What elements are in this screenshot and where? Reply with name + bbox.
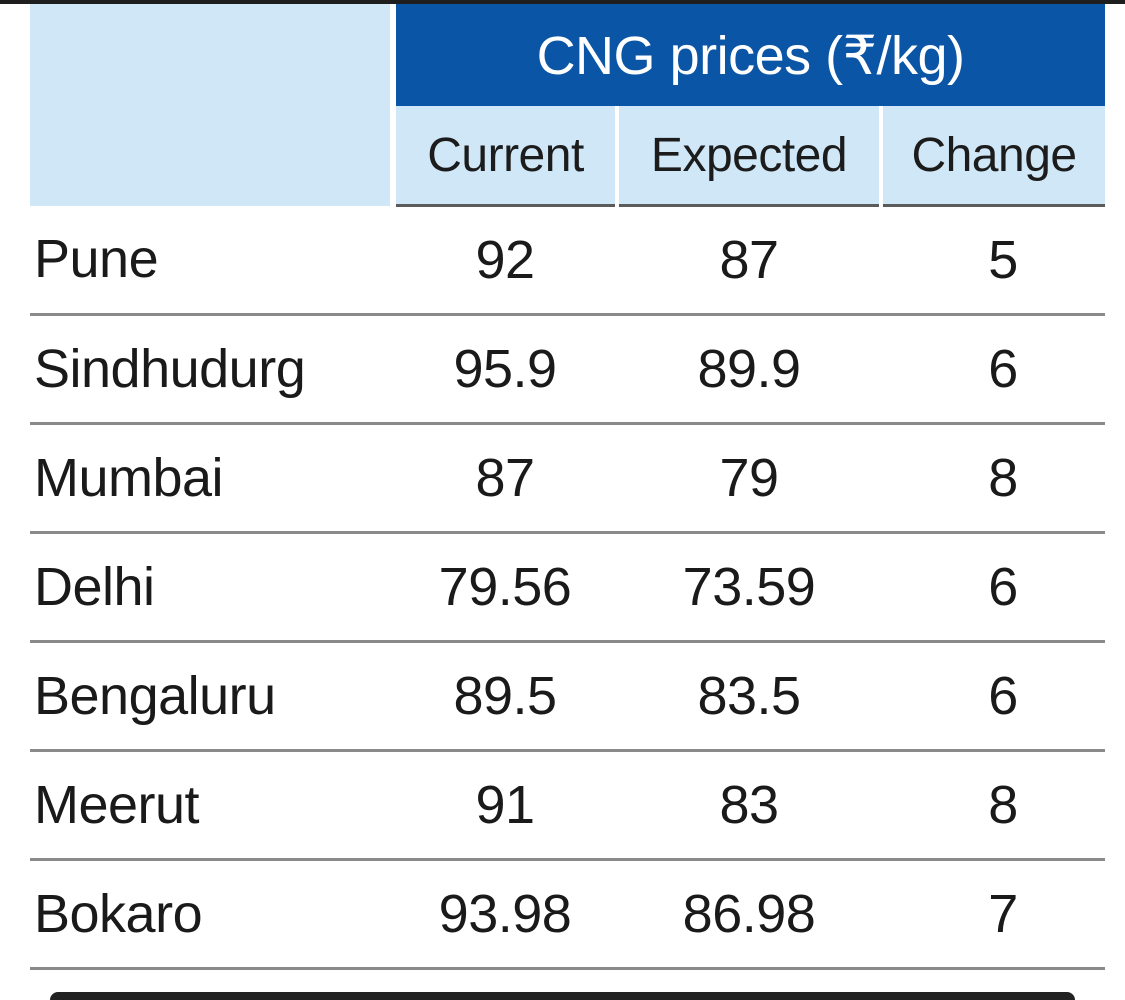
price-change: 6	[881, 641, 1106, 752]
column-header-change: Change	[881, 106, 1106, 207]
price-change: 8	[881, 750, 1106, 861]
table-corner-cell	[30, 4, 396, 206]
current-price: 93.98	[393, 859, 617, 970]
expected-price: 87	[617, 205, 881, 316]
city-name: Delhi	[30, 532, 393, 643]
current-price: 92	[393, 205, 617, 316]
current-price: 87	[393, 423, 617, 534]
current-price: 91	[393, 750, 617, 861]
price-change: 5	[881, 205, 1106, 316]
expected-price: 83	[617, 750, 881, 861]
price-change: 8	[881, 423, 1106, 534]
table-title: CNG prices (₹/kg)	[393, 4, 1106, 106]
price-change: 6	[881, 314, 1106, 425]
bottom-edge-bar	[50, 992, 1075, 1000]
table-row: Pune 92 87 5	[30, 205, 1106, 316]
column-header-expected: Expected	[615, 106, 883, 207]
city-name: Mumbai	[30, 423, 393, 534]
expected-price: 86.98	[617, 859, 881, 970]
expected-price: 73.59	[617, 532, 881, 643]
current-price: 89.5	[393, 641, 617, 752]
expected-price: 83.5	[617, 641, 881, 752]
current-price: 79.56	[393, 532, 617, 643]
table-body: Pune 92 87 5 Sindhudurg 95.9 89.9 6 Mumbai 87 79 8 D…	[30, 205, 1106, 970]
column-header-current: Current	[393, 106, 617, 207]
table-row: Meerut 91 83 8	[30, 750, 1106, 861]
current-price: 95.9	[393, 314, 617, 425]
city-name: Bengaluru	[30, 641, 393, 752]
price-change: 6	[881, 532, 1106, 643]
price-change: 7	[881, 859, 1106, 970]
expected-price: 89.9	[617, 314, 881, 425]
table-row: Bokaro 93.98 86.98 7	[30, 859, 1106, 970]
city-name: Meerut	[30, 750, 393, 861]
table-row: Delhi 79.56 73.59 6	[30, 532, 1106, 643]
city-name: Sindhudurg	[30, 314, 393, 425]
expected-price: 79	[617, 423, 881, 534]
city-name: Pune	[30, 205, 393, 316]
table-row: Bengaluru 89.5 83.5 6	[30, 641, 1106, 752]
city-name: Bokaro	[30, 859, 393, 970]
cng-price-table-container: CNG prices (₹/kg) Current Expected Chang…	[30, 4, 1106, 970]
top-edge-strip	[0, 0, 1125, 4]
table-row: Mumbai 87 79 8	[30, 423, 1106, 534]
table-row: Sindhudurg 95.9 89.9 6	[30, 314, 1106, 425]
cng-price-table: CNG prices (₹/kg) Current Expected Chang…	[30, 4, 1106, 970]
